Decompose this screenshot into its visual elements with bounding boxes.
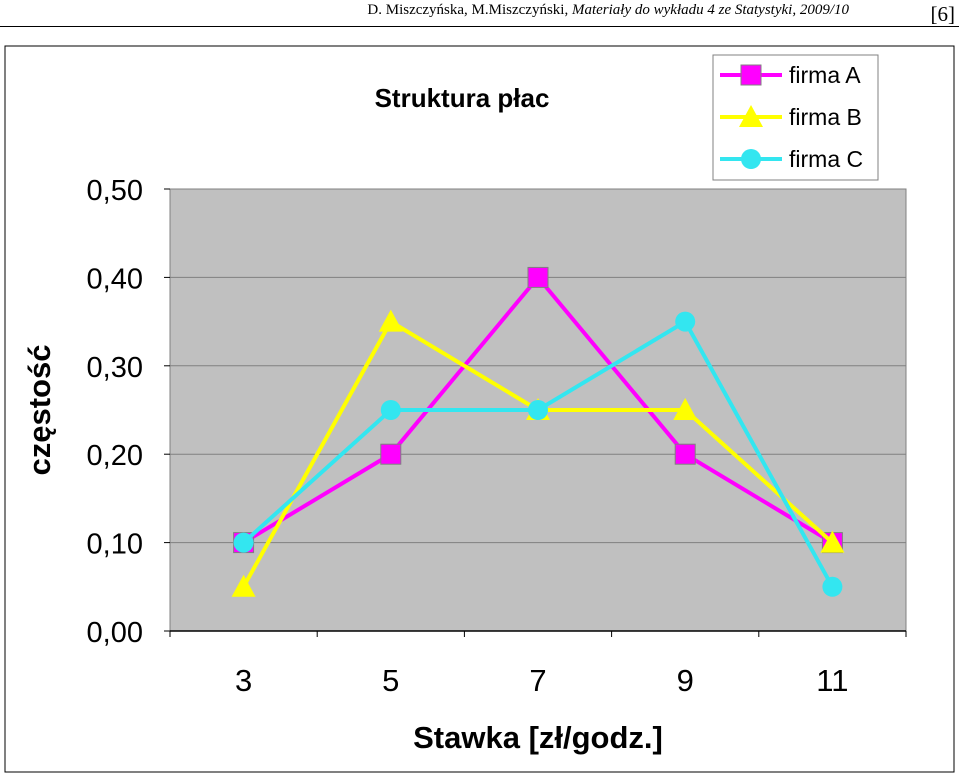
page-number: [6] — [930, 2, 956, 26]
data-point — [380, 400, 401, 420]
series-group — [231, 266, 845, 597]
y-axis-label: częstość — [22, 345, 57, 476]
data-point — [231, 574, 256, 597]
legend-swatch-marker — [741, 149, 761, 169]
x-axis-label: Stawka [zł/godz.] — [413, 720, 663, 755]
y-tick-label: 0,30 — [87, 352, 143, 384]
legend-label: firma A — [789, 62, 861, 88]
legend-item-1: firma A — [720, 62, 861, 88]
x-tick-label: 7 — [529, 663, 546, 698]
legend-items: firma A firma B firma C — [720, 62, 863, 172]
data-point — [675, 311, 696, 332]
header-rule — [0, 26, 959, 27]
header-title: Materiały do wykładu 4 ze Statystyki, 20… — [571, 2, 849, 18]
data-point — [380, 443, 402, 465]
y-tick-label: 0,40 — [87, 263, 143, 295]
data-point — [378, 309, 403, 332]
legend-swatch-marker — [739, 105, 763, 127]
x-tick-label: 5 — [382, 663, 399, 698]
page-header: D. Miszczyńska, M.Miszczyński, Materiały… — [367, 2, 849, 19]
x-tick-label: 3 — [235, 663, 252, 698]
legend-item-3: firma C — [720, 146, 863, 172]
y-tick-label: 0,10 — [87, 529, 143, 561]
data-point — [527, 266, 549, 288]
x-tick-label: 11 — [816, 663, 848, 698]
legend-label: firma B — [789, 104, 862, 130]
data-point — [673, 398, 698, 420]
data-point — [233, 532, 254, 553]
chart-title: Struktura płac — [375, 83, 550, 113]
data-point — [820, 530, 845, 553]
legend-item-2: firma B — [720, 104, 862, 130]
header-authors: D. Miszczyńska, M.Miszczyński, — [367, 2, 572, 18]
data-point — [528, 400, 548, 420]
y-tick-label: 0,00 — [87, 617, 143, 649]
data-point — [822, 576, 843, 597]
x-axis-ticks: 3 5 7 9 11 — [169, 630, 907, 698]
legend: firma A firma B firma C — [712, 54, 879, 181]
legend-swatch-marker — [740, 64, 762, 86]
x-tick-label: 9 — [677, 663, 694, 698]
legend-label: firma C — [789, 146, 863, 172]
y-axis-ticks: 0,00 0,10 0,20 0,30 0,40 0,50 — [87, 175, 170, 649]
series-3 — [233, 311, 843, 597]
data-point — [674, 443, 696, 465]
y-tick-label: 0,50 — [87, 175, 143, 207]
y-tick-label: 0,20 — [87, 440, 143, 472]
